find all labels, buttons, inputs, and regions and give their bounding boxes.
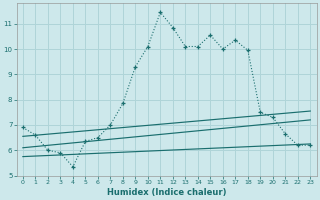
X-axis label: Humidex (Indice chaleur): Humidex (Indice chaleur) [107, 188, 226, 197]
